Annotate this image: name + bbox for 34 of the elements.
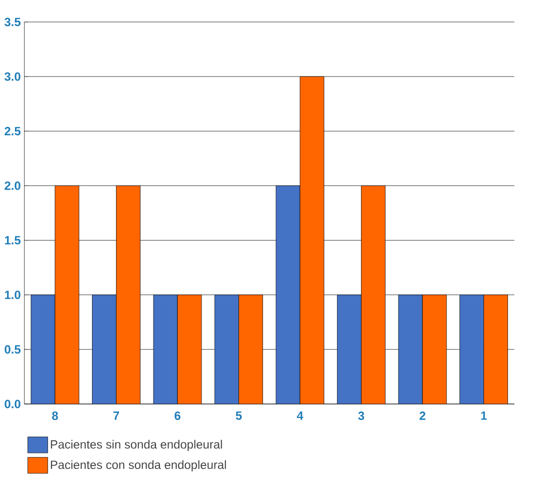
bar <box>92 294 116 404</box>
x-tick-label: 8 <box>52 412 58 420</box>
y-tick-label: 0.5 <box>4 345 21 354</box>
y-tick-label: 0.0 <box>4 400 20 408</box>
bar <box>337 294 362 404</box>
x-tick-label: 7 <box>113 412 120 420</box>
y-tick-label: 1.0 <box>4 290 20 300</box>
y-tick-label: 2.5 <box>4 126 21 136</box>
y-tick-label: 1.5 <box>4 236 21 244</box>
bar <box>300 76 324 404</box>
bar <box>398 294 423 404</box>
bar <box>361 186 386 404</box>
bar <box>276 186 300 404</box>
x-tick-label: 5 <box>236 412 242 420</box>
bar <box>30 294 56 404</box>
x-tick-label: 4 <box>296 412 304 420</box>
bar <box>460 294 484 404</box>
bar <box>153 294 178 404</box>
y-tick-label: 3.0 <box>4 72 20 81</box>
x-tick-label: 1 <box>481 412 487 420</box>
bar <box>116 186 140 404</box>
legend-label: Pacientes con sonda endopleural <box>50 460 226 472</box>
y-tick-label: 3.5 <box>4 18 21 26</box>
bar <box>484 294 508 404</box>
x-tick-label: 3 <box>358 412 364 420</box>
bar <box>422 294 447 404</box>
legend-label: Pacientes sin sonda endopleural <box>50 440 222 452</box>
y-tick-label: 2.0 <box>4 181 20 190</box>
bar <box>214 294 239 404</box>
bar <box>54 186 80 404</box>
bar <box>177 294 202 404</box>
x-tick-label: 6 <box>174 412 180 420</box>
bar <box>238 294 263 404</box>
x-tick-label: 2 <box>420 412 426 420</box>
